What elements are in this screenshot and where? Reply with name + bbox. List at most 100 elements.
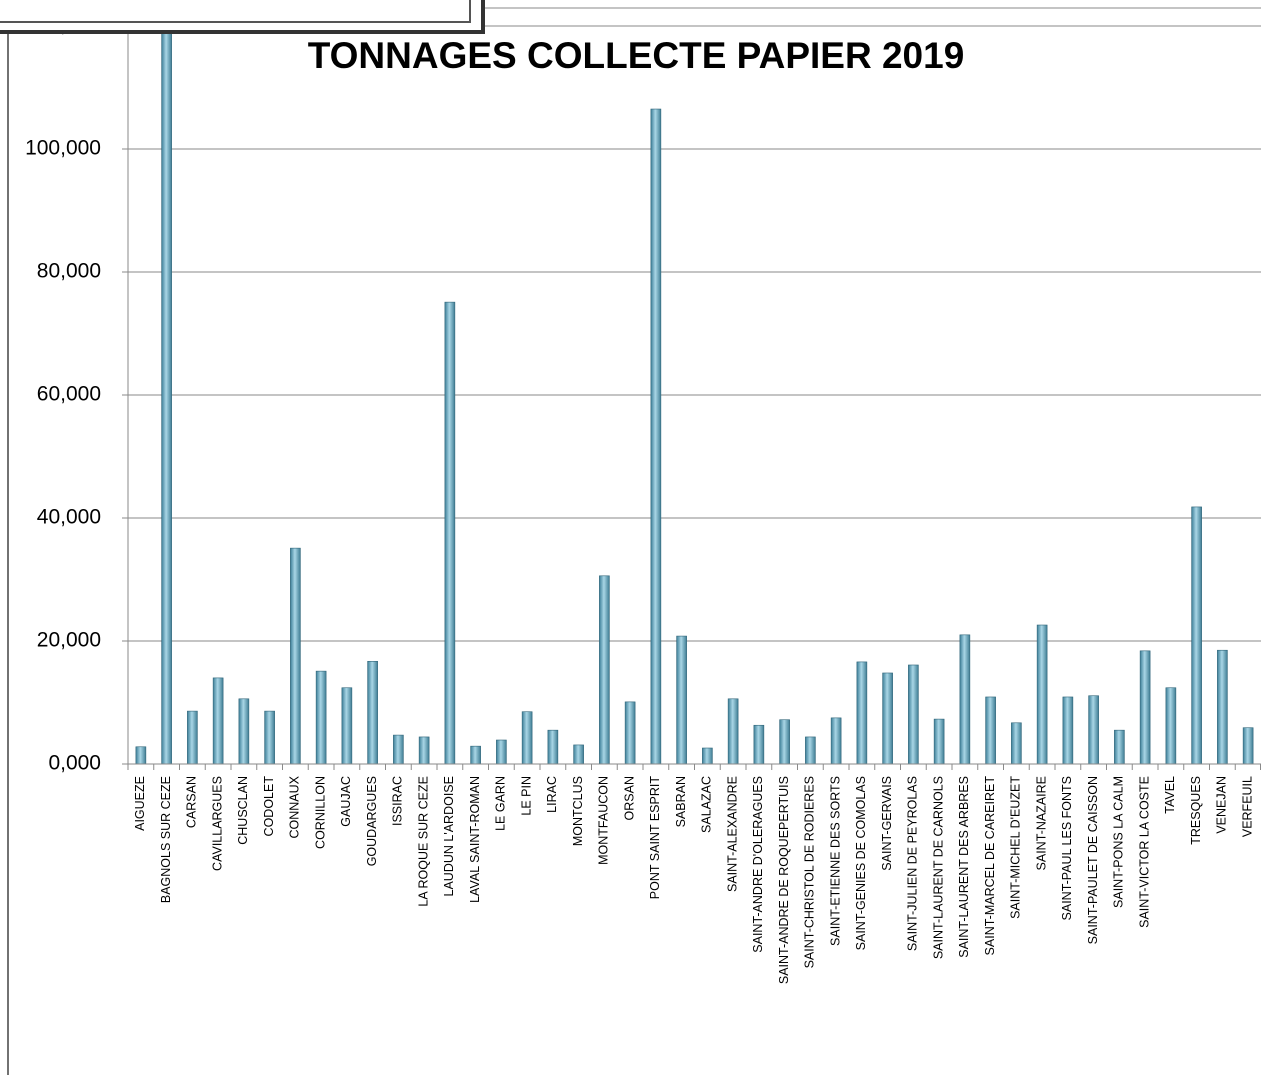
- x-tick-label: CAVILLARGUES: [210, 776, 224, 871]
- bar: [650, 108, 662, 765]
- bar: [264, 710, 275, 765]
- x-tick-label: CORNILLON: [313, 776, 327, 849]
- x-tick-label: SAINT-GERVAIS: [880, 776, 894, 871]
- x-tick-label: PONT SAINT ESPRIT: [648, 776, 662, 900]
- bar: [315, 670, 327, 765]
- bar: [985, 696, 996, 765]
- bar: [1062, 696, 1074, 765]
- x-tick-label: LE GARN: [494, 776, 508, 831]
- x-tick-label: SAINT-VICTOR LA COSTE: [1137, 776, 1151, 928]
- x-tick-label: SAINT-MARCEL DE CAREIRET: [983, 776, 997, 956]
- bar: [624, 701, 636, 765]
- x-tick-label: CHUSCLAN: [236, 776, 250, 845]
- overlay-box-inner: [0, 0, 471, 23]
- x-tick-label: SAINT-CHRISTOL DE RODIERES: [803, 776, 817, 968]
- x-tick-label: VENEJAN: [1215, 776, 1229, 834]
- x-tick-label: BAGNOLS SUR CEZE: [159, 776, 173, 903]
- bar: [779, 719, 790, 765]
- x-tick-label: LE PIN: [519, 776, 533, 816]
- x-tick-label: SAINT-NAZAIRE: [1034, 776, 1048, 870]
- bar: [599, 575, 610, 765]
- x-tick-label: LA ROQUE SUR CEZE: [416, 776, 430, 907]
- bar: [212, 677, 224, 765]
- bar: [444, 301, 456, 765]
- x-tick-label: AIGUEZE: [133, 776, 147, 831]
- y-tick-label: 40,000: [37, 506, 101, 529]
- x-tick-label: SAINT-ANDRE D'OLERAGUES: [751, 776, 765, 953]
- bar: [1242, 727, 1254, 765]
- x-tick-label: CODOLET: [262, 776, 276, 837]
- x-tick-label: SAINT-ALEXANDRE: [725, 776, 739, 892]
- bar: [1165, 687, 1177, 765]
- bar: [702, 747, 713, 765]
- bar: [496, 739, 507, 765]
- bar: [573, 744, 584, 765]
- bar: [753, 724, 765, 765]
- bar: [367, 660, 378, 765]
- x-tick-label: ORSAN: [622, 776, 636, 820]
- bar: [470, 745, 481, 765]
- x-tick-label: GAUJAC: [339, 776, 353, 827]
- bar: [521, 711, 533, 765]
- bar: [1191, 506, 1202, 765]
- bar: [187, 710, 198, 765]
- bar: [161, 0, 172, 765]
- x-tick-label: SAINT-MICHEL D'EUZET: [1009, 776, 1023, 919]
- x-tick-label: SAINT-GENIES DE COMOLAS: [854, 776, 868, 950]
- x-tick-label: SAINT-LAURENT DE CARNOLS: [931, 776, 945, 959]
- x-tick-label: MONTFAUCON: [597, 776, 611, 865]
- x-tick-label: SAINT-ANDRE DE ROQUEPERTUIS: [777, 776, 791, 984]
- y-tick-label: 60,000: [37, 383, 101, 406]
- x-tick-label: SALAZAC: [700, 776, 714, 833]
- x-tick-label: SABRAN: [674, 776, 688, 827]
- y-tick-label: 20,000: [37, 629, 101, 652]
- bar: [727, 698, 739, 765]
- bar: [1036, 624, 1048, 765]
- x-tick-label: SAINT-JULIEN DE PEYROLAS: [906, 776, 920, 951]
- bar: [830, 717, 842, 765]
- x-tick-label: SAINT-ETIENNE DES SORTS: [828, 776, 842, 946]
- x-tick-label: SAINT-PAULET DE CAISSON: [1086, 776, 1100, 944]
- chart-title: TONNAGES COLLECTE PAPIER 2019: [308, 35, 965, 76]
- overlay-box: [0, 0, 485, 34]
- bar: [676, 635, 687, 765]
- bar: [856, 661, 868, 765]
- bar: [805, 736, 816, 765]
- bar: [418, 736, 430, 765]
- bar: [1011, 722, 1022, 765]
- x-tick-label: SAINT-LAURENT DES ARBRES: [957, 776, 971, 958]
- bar: [882, 672, 893, 765]
- bar: [393, 734, 404, 765]
- bar: [1114, 729, 1125, 765]
- x-tick-label: TRESQUES: [1189, 776, 1203, 845]
- y-tick-label: 0,000: [48, 752, 101, 775]
- x-tick-label: GOUDARGUES: [365, 776, 379, 866]
- plot-area: 0,00020,00040,00060,00080,000100,000120,…: [25, 0, 1261, 984]
- x-tick-label: LAUDUN L'ARDOISE: [442, 776, 456, 896]
- x-tick-label: TAVEL: [1163, 776, 1177, 814]
- y-tick-label: 100,000: [25, 137, 101, 160]
- bar: [908, 664, 919, 765]
- x-tick-label: LIRAC: [545, 776, 559, 813]
- x-tick-label: ISSIRAC: [391, 776, 405, 826]
- x-tick-label: CARSAN: [185, 776, 199, 828]
- bar: [959, 634, 971, 765]
- x-tick-label: CONNAUX: [288, 775, 302, 838]
- x-tick-label: SAINT-PAUL LES FONTS: [1060, 776, 1074, 920]
- x-tick-label: LAVAL SAINT-ROMAN: [468, 776, 482, 903]
- x-tick-label: VERFEUIL: [1240, 776, 1254, 837]
- x-tick-label: MONTCLUS: [571, 776, 585, 846]
- x-tick-label: SAINT-PONS LA CALM: [1112, 776, 1126, 908]
- bar: [547, 729, 559, 765]
- bar: [341, 687, 353, 765]
- bar: [135, 746, 147, 765]
- bar: [1139, 650, 1151, 765]
- bar: [238, 698, 250, 765]
- bar: [933, 718, 945, 765]
- bar: [1217, 649, 1228, 765]
- bar: [290, 547, 301, 765]
- bar: [1088, 695, 1099, 765]
- y-tick-label: 80,000: [37, 260, 101, 283]
